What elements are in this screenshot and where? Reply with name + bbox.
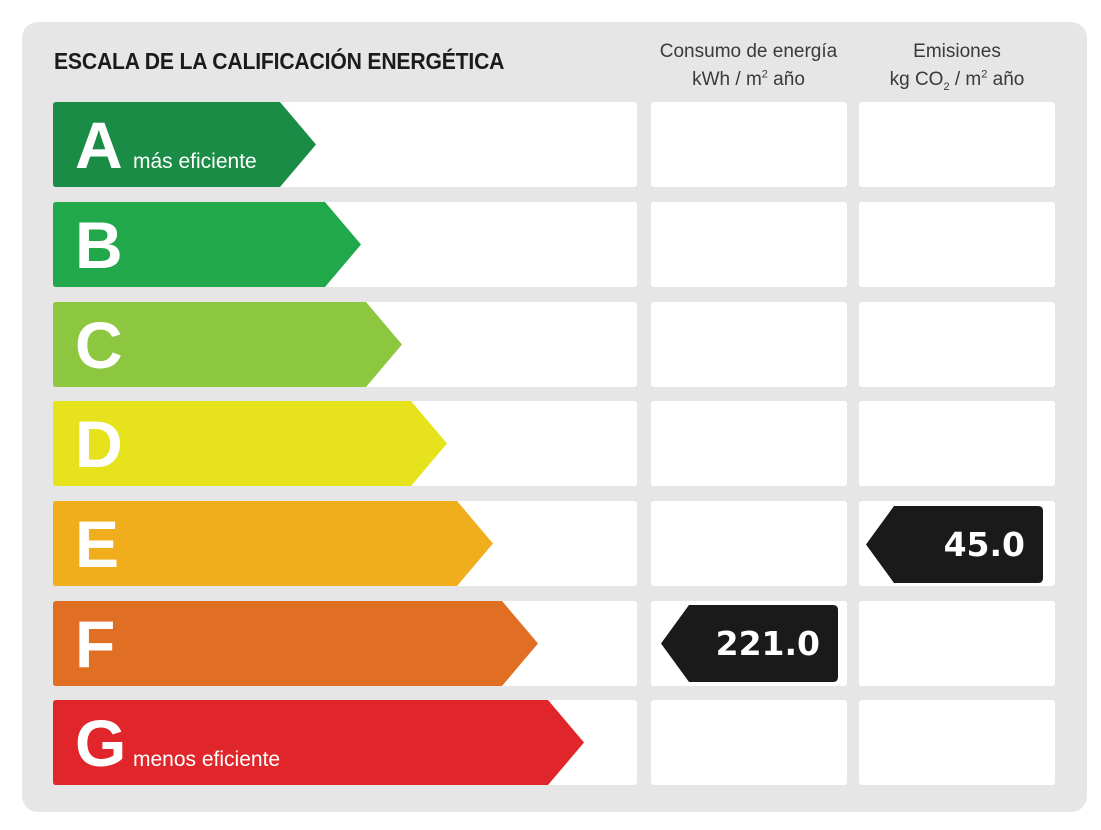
emissions-header-line1: Emisiones: [913, 41, 1001, 62]
consumption-cell-a: [651, 102, 847, 187]
rating-arrow-c: C: [53, 302, 402, 387]
consumption-header-units: kWh / m2 año: [692, 68, 805, 90]
emissions-cell-b: [859, 202, 1055, 287]
consumption-cell-c: [651, 302, 847, 387]
label-title: ESCALA DE LA CALIFICACIÓN ENERGÉTICA: [54, 48, 505, 74]
emissions-header: Emisiones kg CO2 / m2 año: [859, 38, 1055, 94]
emissions-cell-f: [859, 601, 1055, 686]
rating-letter-a: A: [75, 108, 123, 182]
consumption-cell-b: [651, 202, 847, 287]
emissions-marker-value: 45.0: [943, 525, 1025, 564]
consumption-cell-g: [651, 700, 847, 785]
emissions-cell-g: [859, 700, 1055, 785]
emissions-header-units: kg CO2 / m2 año: [889, 68, 1025, 93]
emissions-marker: 45.0: [866, 506, 1043, 583]
rating-letter-e: E: [75, 507, 120, 581]
rating-letter-b: B: [75, 208, 123, 282]
consumption-header-line1: Consumo de energía: [659, 41, 838, 62]
rating-arrow-b: B: [53, 202, 361, 287]
rating-letter-c: C: [75, 308, 123, 382]
emissions-cell-d: [859, 401, 1055, 486]
rating-arrow-f: F: [53, 601, 538, 686]
rating-letter-g: G: [75, 706, 127, 780]
consumption-cell-e: [651, 501, 847, 586]
consumption-cell-d: [651, 401, 847, 486]
consumption-marker: 221.0: [661, 605, 838, 682]
rating-letter-f: F: [75, 607, 116, 681]
consumption-header: Consumo de energía kWh / m2 año: [650, 38, 847, 94]
rating-arrow-e: E: [53, 501, 493, 586]
consumption-marker-value: 221.0: [715, 624, 820, 663]
rating-letter-d: D: [75, 407, 123, 481]
emissions-cell-c: [859, 302, 1055, 387]
rating-note-a: más eficiente: [133, 150, 257, 173]
emissions-cell-a: [859, 102, 1055, 187]
rating-arrow-d: D: [53, 401, 447, 486]
rating-note-g: menos eficiente: [133, 748, 281, 771]
